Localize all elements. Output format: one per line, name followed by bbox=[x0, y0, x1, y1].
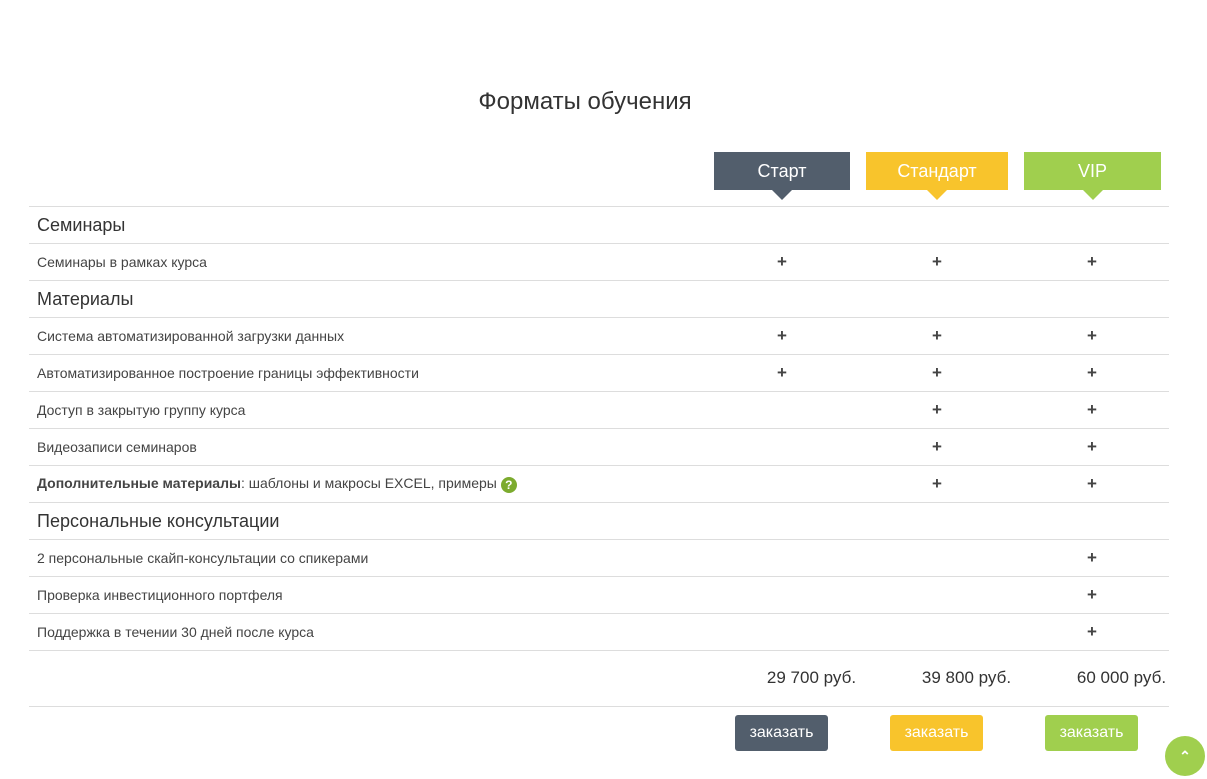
feature-row: Проверка инвестиционного портфеля + bbox=[29, 576, 1169, 613]
row-label-text: Поддержка в течении 30 дней после курса bbox=[37, 624, 314, 640]
feature-row: Дополнительные материалы: шаблоны и макр… bbox=[29, 465, 1169, 502]
feature-row: Автоматизированное построение границы эф… bbox=[29, 354, 1169, 391]
plus-icon: + bbox=[932, 437, 942, 456]
row-label: Поддержка в течении 30 дней после курса bbox=[29, 624, 314, 640]
plus-icon: + bbox=[1087, 400, 1097, 419]
row-label-text: : шаблоны и макросы EXCEL, примеры bbox=[240, 475, 497, 492]
plan-header-standard: Стандарт bbox=[866, 152, 1008, 200]
row-label: Материалы bbox=[29, 289, 133, 310]
feature-row: Поддержка в течении 30 дней после курса + bbox=[29, 613, 1169, 650]
row-label-text: Система автоматизированной загрузки данн… bbox=[37, 328, 345, 344]
plus-icon: + bbox=[777, 363, 787, 382]
section-header-row: Материалы bbox=[29, 280, 1169, 317]
plan-header-vip: VIP bbox=[1024, 152, 1161, 200]
section-header-row: Семинары bbox=[29, 206, 1169, 243]
feature-row: Семинары в рамках курса + + + bbox=[29, 243, 1169, 280]
page-title: Форматы обучения bbox=[478, 88, 692, 115]
plus-icon: + bbox=[1087, 474, 1097, 493]
plus-icon: + bbox=[1087, 548, 1097, 567]
price-row: 29 700 руб. 39 800 руб. 60 000 руб. bbox=[29, 650, 1169, 707]
plus-icon: + bbox=[1087, 622, 1097, 641]
plus-icon: + bbox=[932, 252, 942, 271]
row-label-text: 2 персональные скайп-консультации со спи… bbox=[37, 550, 369, 566]
row-label: Семинары в рамках курса bbox=[29, 254, 207, 270]
row-label: Проверка инвестиционного портфеля bbox=[29, 587, 283, 603]
chevron-up-icon: ⌃ bbox=[1179, 748, 1191, 764]
row-label: Доступ в закрытую группу курса bbox=[29, 402, 245, 418]
row-label-text: Проверка инвестиционного портфеля bbox=[37, 587, 283, 603]
comparison-table: Семинары Семинары в рамках курса + + + Матери… bbox=[29, 206, 1169, 707]
plus-icon: + bbox=[777, 326, 787, 345]
row-label-bold: Дополнительные материалы bbox=[37, 475, 241, 492]
row-label-text: Видеозаписи семинаров bbox=[37, 439, 197, 455]
help-icon[interactable]: ? bbox=[500, 476, 517, 493]
row-label: 2 персональные скайп-консультации со спи… bbox=[29, 550, 368, 566]
plus-icon: + bbox=[1087, 437, 1097, 456]
row-label-text: Материалы bbox=[37, 288, 134, 309]
order-button-vip[interactable]: заказать bbox=[1045, 715, 1138, 751]
plus-icon: + bbox=[777, 252, 787, 271]
feature-row: Система автоматизированной загрузки данн… bbox=[29, 317, 1169, 354]
plus-icon: + bbox=[932, 474, 942, 493]
order-button-standard[interactable]: заказать bbox=[890, 715, 983, 751]
row-label: Семинары bbox=[29, 215, 125, 236]
row-label: Персональные консультации bbox=[29, 511, 279, 532]
row-label-text: Семинары в рамках курса bbox=[37, 254, 207, 270]
row-label: Система автоматизированной загрузки данн… bbox=[29, 328, 344, 344]
row-label: Автоматизированное построение границы эф… bbox=[29, 365, 419, 381]
row-label-text: Семинары bbox=[37, 214, 126, 235]
row-label-text: Доступ в закрытую группу курса bbox=[37, 402, 246, 418]
section-header-row: Персональные консультации bbox=[29, 502, 1169, 539]
plan-price: 39 800 руб. bbox=[921, 668, 1012, 687]
plus-icon: + bbox=[1087, 363, 1097, 382]
feature-row: Доступ в закрытую группу курса + + bbox=[29, 391, 1169, 428]
row-label: Дополнительные материалы: шаблоны и макр… bbox=[29, 475, 517, 493]
plus-icon: + bbox=[932, 400, 942, 419]
plus-icon: + bbox=[1087, 585, 1097, 604]
plan-header-start: Старт bbox=[714, 152, 850, 200]
plan-price: 60 000 руб. bbox=[1076, 668, 1167, 687]
row-label-text: Персональные консультации bbox=[37, 510, 280, 531]
row-label-text: Автоматизированное построение границы эф… bbox=[37, 365, 419, 381]
plus-icon: + bbox=[932, 326, 942, 345]
scroll-to-top-button[interactable]: ⌃ bbox=[1165, 736, 1205, 776]
feature-row: Видеозаписи семинаров + + bbox=[29, 428, 1169, 465]
plan-price: 29 700 руб. bbox=[766, 668, 857, 687]
order-button-start[interactable]: заказать bbox=[735, 715, 828, 751]
plus-icon: + bbox=[932, 363, 942, 382]
plus-icon: + bbox=[1087, 252, 1097, 271]
feature-row: 2 персональные скайп-консультации со спи… bbox=[29, 539, 1169, 576]
plus-icon: + bbox=[1087, 326, 1097, 345]
row-label: Видеозаписи семинаров bbox=[29, 439, 197, 455]
